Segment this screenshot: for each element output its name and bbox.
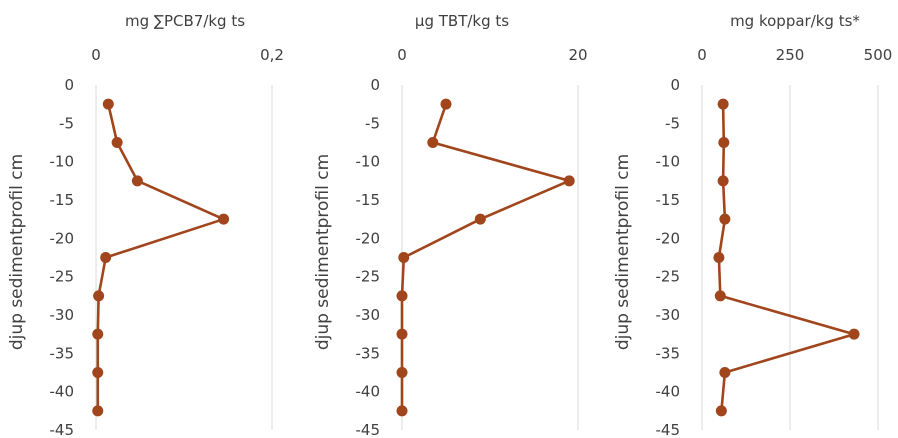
x-tick-label: 0,2: [260, 46, 284, 64]
data-point: [717, 98, 729, 110]
x-tick-label: 0: [697, 46, 707, 64]
chart-title: mg ∑PCB7/kg ts: [125, 12, 245, 30]
series-line: [400, 103, 571, 411]
y-tick-label: -5: [665, 114, 680, 132]
chart-panel-2: µg TBT/kg ts 0 20 0 -5 -10 -15 -20 -25 -30 -35 -40 -…: [313, 12, 588, 438]
data-point: [93, 290, 105, 302]
data-point: [92, 367, 104, 378]
data-point: [396, 367, 408, 378]
data-point: [715, 405, 727, 417]
data-point: [218, 213, 230, 225]
y-tick-label: -45: [50, 421, 75, 438]
y-tick-label: -35: [50, 344, 75, 362]
x-tick-label: 0: [397, 46, 407, 64]
data-point: [111, 137, 123, 148]
data-point: [718, 137, 730, 148]
y-tick-label: -20: [50, 229, 75, 247]
y-tick-label: -15: [50, 191, 75, 209]
y-tick-label: -10: [656, 153, 681, 171]
data-point: [396, 328, 408, 340]
x-tick-label: 0: [91, 46, 101, 64]
y-axis-label: djup sedimentprofil cm: [313, 154, 333, 350]
y-tick-label: -45: [356, 421, 381, 438]
y-tick-label: 0: [64, 76, 74, 94]
y-tick-label: 0: [370, 76, 380, 94]
data-point: [92, 405, 104, 417]
y-tick-label: -10: [50, 153, 75, 171]
y-tick-label: -25: [50, 268, 75, 286]
x-tick-label: 250: [776, 46, 805, 64]
data-point: [848, 328, 860, 340]
data-point: [396, 290, 408, 302]
chart-panel-3: mg koppar/kg ts* 0 250 500 0 -5 -10 -15 -20 -25 -3…: [613, 12, 892, 438]
data-point: [714, 290, 726, 302]
data-point: [100, 252, 112, 263]
y-tick-label: -5: [365, 114, 380, 132]
y-tick-label: -15: [356, 191, 381, 209]
y-tick-label: -25: [356, 268, 381, 286]
y-tick-label: -30: [656, 306, 681, 324]
data-point: [102, 98, 114, 110]
y-tick-label: 0: [670, 76, 680, 94]
data-point: [719, 213, 731, 225]
y-tick-label: -40: [656, 383, 681, 401]
y-axis-label: djup sedimentprofil cm: [7, 154, 27, 350]
y-tick-label: -35: [656, 344, 681, 362]
series-line: [96, 103, 225, 411]
y-tick-label: -20: [356, 229, 381, 247]
data-point: [474, 213, 486, 225]
y-tick-label: -5: [59, 114, 74, 132]
y-tick-label: -25: [656, 268, 681, 286]
data-point: [396, 405, 408, 417]
y-tick-label: -35: [356, 344, 381, 362]
data-point: [563, 175, 575, 187]
y-tick-label: -20: [656, 229, 681, 247]
data-point: [131, 175, 143, 187]
y-tick-label: -30: [50, 306, 75, 324]
data-point: [427, 137, 439, 148]
data-point: [440, 98, 452, 110]
y-tick-label: -15: [656, 191, 681, 209]
data-point: [717, 175, 729, 187]
y-tick-label: -10: [356, 153, 381, 171]
y-tick-label: -45: [656, 421, 681, 438]
series-line: [717, 104, 856, 411]
data-point: [719, 367, 731, 378]
data-point: [398, 252, 410, 263]
data-point: [92, 328, 104, 340]
chart-panel-1: mg ∑PCB7/kg ts 0 0,2 0 -5 -10 -15 -20 -25 -30 -35 -…: [7, 12, 284, 438]
x-tick-label: 500: [864, 46, 893, 64]
chart-title: mg koppar/kg ts*: [730, 12, 860, 30]
y-tick-label: -40: [356, 383, 381, 401]
data-point: [713, 252, 725, 263]
y-axis-label: djup sedimentprofil cm: [613, 154, 633, 350]
x-tick-label: 20: [568, 46, 587, 64]
y-tick-label: -40: [50, 383, 75, 401]
chart-title: µg TBT/kg ts: [415, 12, 509, 30]
y-tick-label: -30: [356, 306, 381, 324]
